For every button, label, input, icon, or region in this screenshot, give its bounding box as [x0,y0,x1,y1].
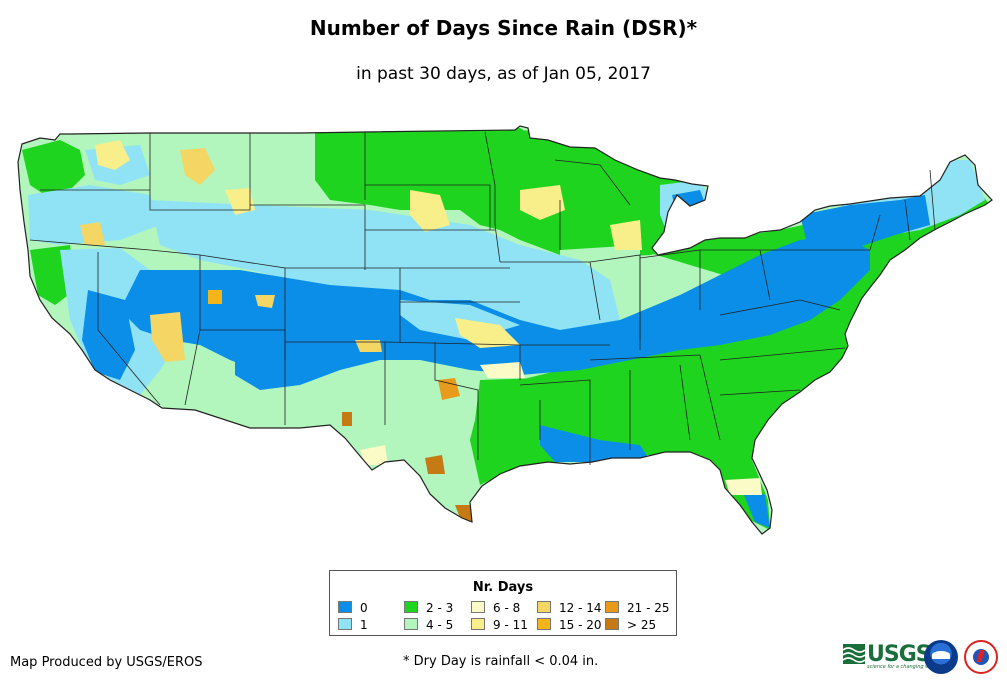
legend-label: 4 - 5 [426,618,454,632]
map-subtitle: in past 30 days, as of Jan 05, 2017 [356,64,651,84]
dry-day-note: * Dry Day is rainfall < 0.04 in. [403,654,599,669]
legend-label: > 25 [627,618,657,632]
legend-swatch [605,618,619,630]
legend-swatch [338,618,352,630]
legend-swatch [404,601,418,613]
legend-item: 12 - 14 [537,601,602,615]
legend-item: > 25 [605,618,656,632]
legend-item: 9 - 11 [471,618,528,632]
legend-swatch [471,618,485,630]
legend-label: 1 [360,618,368,632]
legend-label: 9 - 11 [493,618,528,632]
legend-label: 15 - 20 [559,618,602,632]
dsr-regions [18,126,992,534]
noaa-logo-icon [924,640,958,674]
legend-item: 21 - 25 [605,601,670,615]
legend-swatch [338,601,352,613]
legend-swatch [537,601,551,613]
legend-item: 4 - 5 [404,618,453,632]
map-title: Number of Days Since Rain (DSR)* [309,16,698,40]
producer-credit: Map Produced by USGS/EROS [10,655,203,670]
state-borders [29,131,936,465]
legend-swatch [537,618,551,630]
legend-swatch [605,601,619,613]
nws-logo-icon [964,640,998,674]
legend-title: Nr. Days [472,580,534,595]
legend-label: 21 - 25 [627,601,670,615]
legend-item: 6 - 8 [471,601,520,615]
legend-label: 12 - 14 [559,601,602,615]
usgs-tagline: science for a changing world [867,664,939,670]
legend-item: 2 - 3 [404,601,453,615]
legend-item: 15 - 20 [537,618,602,632]
legend: Nr. Days 0 1 2 - 3 4 - 5 6 - 8 9 - 11 12… [329,570,677,636]
usgs-wave-icon [843,644,865,664]
legend-label: 6 - 8 [493,601,521,615]
legend-label: 0 [360,601,368,615]
legend-label: 2 - 3 [426,601,454,615]
usgs-wordmark: USGS [867,642,932,667]
usgs-logo: USGS science for a changing world [843,642,939,670]
legend-item: 1 [338,618,368,632]
legend-swatch [404,618,418,630]
legend-swatch [471,601,485,613]
legend-item: 0 [338,601,368,615]
noaa-bird-icon [932,651,950,659]
